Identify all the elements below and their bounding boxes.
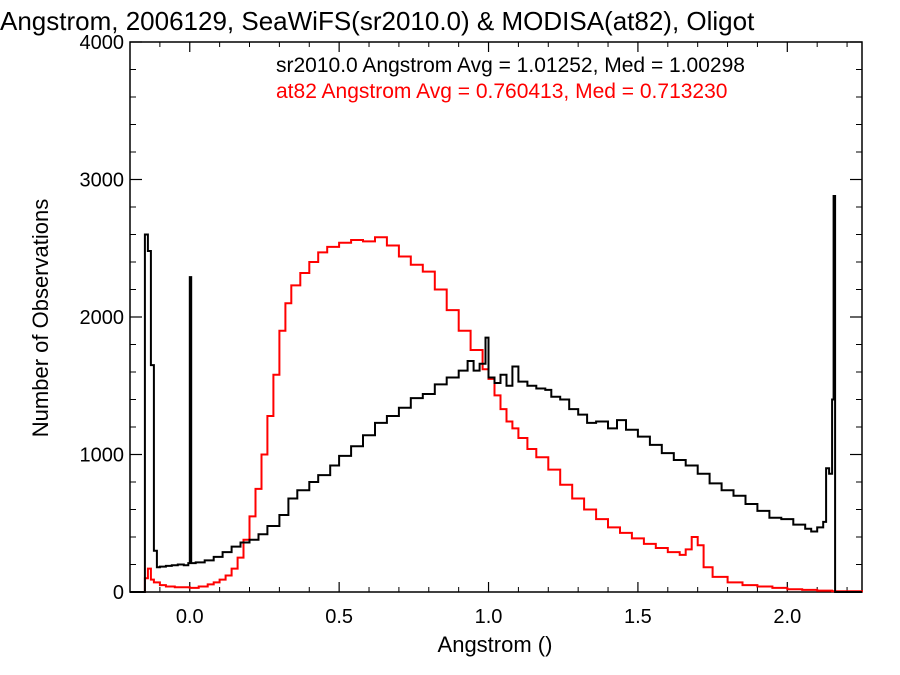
series-layer	[130, 195, 863, 593]
y-axis-ticks: 0 1000 2000 3000 4000	[80, 32, 862, 604]
x-tick-label: 0.0	[176, 606, 204, 628]
y-tick-label: 3000	[80, 170, 125, 192]
x-tick-label: 0.5	[325, 606, 353, 628]
stat-annotation: at82 Angstrom Avg = 0.760413, Med = 0.71…	[276, 80, 727, 103]
x-axis-label: Angstrom ()	[438, 632, 553, 657]
y-tick-label: 4000	[80, 32, 125, 54]
x-tick-label: 2.0	[773, 606, 801, 628]
chart-title: Angstrom, 2006129, SeaWiFS(sr2010.0) & M…	[0, 6, 755, 36]
x-axis-ticks: 0.0 0.5 1.0 1.5 2.0	[129, 42, 848, 628]
series-at82-line	[130, 236, 863, 593]
x-tick-label: 1.5	[624, 606, 652, 628]
annotation-layer: sr2010.0 Angstrom Avg = 1.01252, Med = 1…	[276, 54, 745, 103]
stat-annotation: sr2010.0 Angstrom Avg = 1.01252, Med = 1…	[276, 54, 745, 77]
plot-border	[129, 41, 863, 593]
series-sr2010-line	[130, 195, 862, 593]
y-tick-label: 1000	[80, 445, 125, 467]
y-axis-label: Number of Observations	[28, 199, 53, 437]
x-tick-label: 1.0	[475, 606, 503, 628]
plot-frame	[129, 41, 863, 593]
y-tick-label: 2000	[80, 307, 125, 329]
y-tick-label: 0	[113, 582, 124, 604]
